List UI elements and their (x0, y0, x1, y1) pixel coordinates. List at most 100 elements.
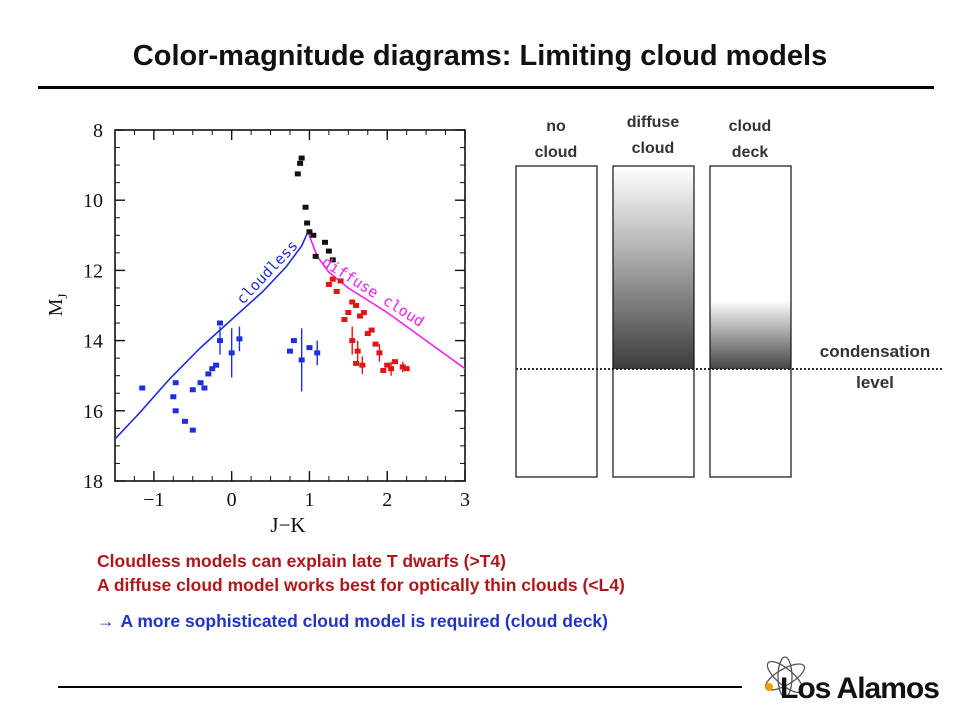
no-cloud-label-2: cloud (535, 144, 578, 161)
y-tick-label: 18 (83, 471, 103, 493)
data-point (139, 385, 146, 391)
data-point (349, 299, 356, 305)
data-point (189, 427, 196, 433)
y-tick-label: 12 (83, 260, 103, 282)
data-point (325, 248, 332, 254)
conclusion-text: A more sophisticated cloud model is requ… (120, 611, 609, 631)
data-point (372, 341, 379, 347)
slide-title: Color-magnitude diagrams: Limiting cloud… (132, 40, 828, 72)
atom-icon (764, 656, 806, 698)
data-point (329, 257, 336, 263)
data-point (304, 220, 311, 226)
data-point (170, 394, 177, 400)
level-label: level (856, 373, 894, 392)
data-point (213, 362, 220, 368)
diffuse-cloud-label-1: diffuse (627, 114, 680, 131)
data-point (298, 357, 305, 363)
data-point (302, 204, 309, 210)
data-point (353, 360, 360, 366)
data-point (341, 317, 348, 323)
diffuse-cloud-label-2: cloud (632, 140, 675, 157)
y-tick-label: 8 (93, 120, 103, 142)
data-point (380, 367, 387, 373)
no-cloud-column (515, 165, 598, 478)
bullet-cloudless: Cloudless models can explain late T dwar… (97, 551, 506, 571)
cloud-deck-fill (710, 300, 791, 369)
data-point (217, 338, 223, 344)
data-point (399, 364, 406, 370)
data-point (314, 350, 321, 356)
data-point (310, 232, 317, 238)
data-point (384, 362, 391, 368)
data-point (297, 160, 304, 166)
x-axis-label: J−K (270, 513, 305, 537)
data-point (189, 387, 196, 393)
data-point (322, 239, 328, 245)
logo-text: Los Alamos (780, 672, 940, 705)
data-point (353, 303, 360, 308)
y-tick-label: 16 (83, 401, 103, 423)
no-cloud-label-1: no (546, 118, 566, 135)
data-point (290, 338, 297, 344)
data-points (139, 155, 410, 433)
data-point (298, 155, 305, 161)
data-point (172, 380, 179, 386)
arrow-right-icon: → (97, 611, 115, 631)
data-point (209, 366, 216, 372)
data-point (217, 320, 223, 326)
x-tick-label: −1 (143, 489, 164, 511)
data-point (197, 380, 204, 386)
data-point (329, 276, 336, 282)
bullet-diffuse: A diffuse cloud model works best for opt… (97, 575, 625, 595)
data-point (354, 348, 361, 354)
cloud-deck-label-2: deck (732, 144, 769, 161)
los-alamos-logo (764, 656, 806, 698)
data-point (357, 313, 363, 319)
data-point (172, 408, 179, 414)
data-point (182, 418, 188, 424)
data-point (376, 350, 383, 356)
y-tick-label: 14 (83, 331, 103, 353)
y-tick-label: 10 (83, 190, 103, 212)
x-tick-label: 2 (382, 489, 392, 511)
data-point (333, 288, 340, 294)
data-point (306, 229, 313, 235)
data-point (360, 310, 367, 316)
data-point (392, 359, 398, 365)
cloud-deck-label-1: cloud (729, 118, 772, 135)
title-underline (38, 86, 934, 89)
data-point (403, 366, 410, 372)
bullet-list: Cloudless models can explain late T dwar… (97, 549, 625, 633)
conclusion: → A more sophisticated cloud model is req… (97, 609, 625, 633)
footer-rule (58, 686, 742, 688)
y-axis-label-main: M (45, 298, 67, 316)
condensation-label: condensation (820, 342, 931, 361)
data-point (368, 327, 375, 333)
x-tick-label: 1 (304, 489, 314, 511)
data-point (312, 253, 319, 259)
data-point (287, 348, 293, 354)
curve-label-cloudless: cloudless (233, 237, 302, 308)
data-point (201, 385, 208, 391)
data-point (236, 336, 243, 342)
data-point (228, 350, 235, 356)
data-point (325, 281, 332, 287)
data-point (345, 310, 352, 316)
y-axis-label: MJ (45, 294, 70, 317)
data-point (364, 331, 371, 337)
data-point (205, 371, 212, 377)
model-curve-cloudless (114, 231, 309, 440)
x-tick-label: 3 (460, 489, 470, 511)
data-point (359, 362, 366, 368)
cloud-deck-column (709, 165, 792, 478)
model-curves (114, 231, 466, 440)
data-point (349, 338, 356, 344)
data-point (337, 278, 344, 284)
diffuse-cloud-column (612, 165, 695, 478)
data-point (294, 171, 301, 177)
y-axis-label-sub: J (55, 294, 70, 299)
data-point (306, 345, 313, 351)
diffuse-cloud-fill (613, 166, 694, 369)
